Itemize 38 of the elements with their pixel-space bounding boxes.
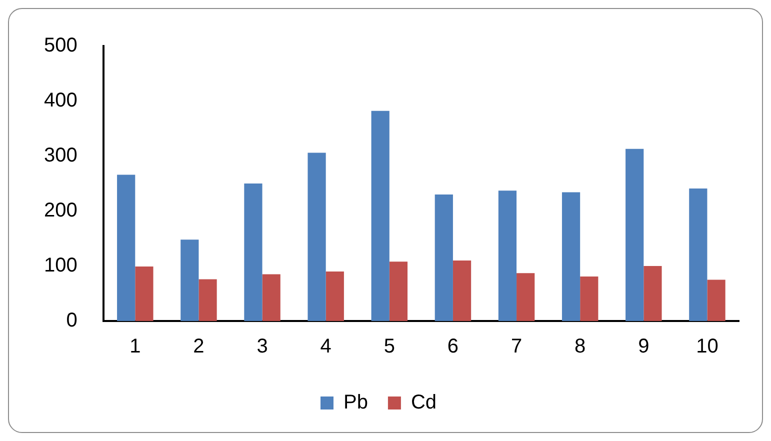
bar xyxy=(580,276,598,321)
x-tick-label: 8 xyxy=(574,336,586,358)
bar xyxy=(198,279,217,321)
legend-label: Pb xyxy=(343,392,368,414)
x-tick-label: 4 xyxy=(320,336,332,358)
x-tick-label: 7 xyxy=(510,336,522,358)
x-tick-label: 9 xyxy=(638,336,650,358)
bar xyxy=(498,190,517,321)
legend-label: Cd xyxy=(410,392,437,414)
bar xyxy=(707,280,726,321)
x-tick-label: 6 xyxy=(447,336,459,358)
y-tick-label: 400 xyxy=(44,90,78,112)
y-tick-label: 0 xyxy=(66,310,78,332)
x-tick-label: 10 xyxy=(696,336,718,358)
y-tick-label: 500 xyxy=(44,34,78,57)
y-tick-label: 200 xyxy=(44,200,78,222)
bar xyxy=(452,260,472,321)
bar xyxy=(644,266,662,321)
bar xyxy=(326,272,344,321)
y-tick-label: 300 xyxy=(44,144,78,167)
bar xyxy=(689,188,708,321)
bar xyxy=(371,110,390,321)
bar xyxy=(626,148,644,321)
bar xyxy=(135,266,154,321)
x-tick-label: 1 xyxy=(130,336,141,358)
bar xyxy=(562,192,580,321)
bar xyxy=(389,262,408,321)
bar xyxy=(117,174,136,321)
x-tick-label: 3 xyxy=(256,336,268,358)
bar xyxy=(180,240,199,321)
bar xyxy=(516,273,535,321)
bar xyxy=(244,184,262,321)
y-tick-label: 100 xyxy=(44,254,78,277)
bar xyxy=(262,274,280,321)
bar xyxy=(434,194,453,321)
bar xyxy=(308,152,326,321)
x-tick-label: 2 xyxy=(193,336,204,358)
x-tick-label: 5 xyxy=(384,336,395,358)
